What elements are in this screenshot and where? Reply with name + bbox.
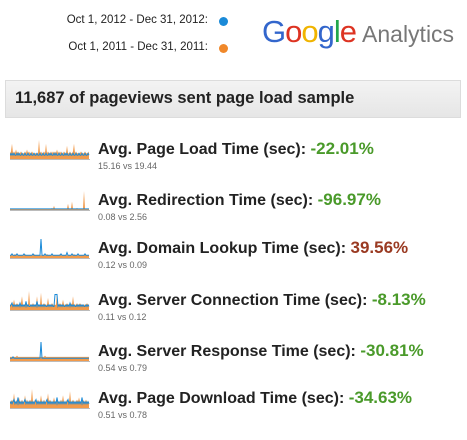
metric-label: Avg. Redirection Time (sec): xyxy=(98,192,314,209)
sparkline-2012-line xyxy=(10,341,89,359)
sparkline xyxy=(10,238,90,259)
sparkline-2012-line xyxy=(10,238,89,256)
metric-change: -8.13% xyxy=(371,290,426,309)
sparkline-2011-area xyxy=(10,389,89,408)
metric-page-download-time: Avg. Page Download Time (sec): -34.63% 0… xyxy=(10,387,465,427)
metric-title: Avg. Redirection Time (sec): -96.97% xyxy=(98,190,381,210)
sparkline xyxy=(10,191,90,211)
sparkline xyxy=(10,389,90,409)
metric-change: -30.81% xyxy=(360,341,424,360)
sample-size-banner: 11,687 of pageviews sent page load sampl… xyxy=(5,80,461,118)
metric-server-connection-time: Avg. Server Connection Time (sec): -8.13… xyxy=(10,289,465,329)
legend-row-2011: Oct 1, 2011 - Dec 31, 2011: xyxy=(0,41,230,57)
sparkline-2012-line xyxy=(10,397,90,406)
logo-letter: g xyxy=(317,14,335,49)
metric-title: Avg. Page Load Time (sec): -22.01% xyxy=(98,139,374,159)
metric-comparison: 0.12 vs 0.09 xyxy=(98,260,148,270)
metric-title: Avg. Page Download Time (sec): -34.63% xyxy=(98,388,412,408)
analytics-wordmark: Analytics xyxy=(362,21,455,47)
logo-letter: o xyxy=(301,14,318,49)
metric-change: -34.63% xyxy=(348,388,413,407)
metric-label: Avg. Server Response Time (sec): xyxy=(98,343,356,360)
metric-server-response-time: Avg. Server Response Time (sec): -30.81%… xyxy=(10,340,465,380)
metric-domain-lookup-time: Avg. Domain Lookup Time (sec): 39.56% 0.… xyxy=(10,237,465,277)
metric-redirection-time: Avg. Redirection Time (sec): -96.97% 0.0… xyxy=(10,189,465,229)
metric-title: Avg. Server Connection Time (sec): -8.13… xyxy=(98,290,426,310)
google-wordmark: Google xyxy=(262,14,357,49)
logo-letter: G xyxy=(262,14,286,49)
legend-row-2012: Oct 1, 2012 - Dec 31, 2012: xyxy=(0,14,230,30)
metric-title: Avg. Domain Lookup Time (sec): 39.56% xyxy=(98,238,408,258)
legend-label-2012: Oct 1, 2012 - Dec 31, 2012: xyxy=(66,14,208,26)
metric-label: Avg. Domain Lookup Time (sec): xyxy=(98,240,347,257)
banner-text: 11,687 of pageviews sent page load sampl… xyxy=(15,89,355,107)
logo-letter: o xyxy=(285,14,302,49)
series-2011-color-dot xyxy=(219,44,228,53)
metric-comparison: 0.51 vs 0.78 xyxy=(98,410,148,420)
sparkline xyxy=(10,341,90,362)
sparkline xyxy=(10,291,90,311)
metric-change: 39.56% xyxy=(350,238,409,257)
logo-letter: l xyxy=(333,14,341,49)
metric-label: Avg. Page Load Time (sec): xyxy=(98,141,307,158)
metric-page-load-time: Avg. Page Load Time (sec): -22.01% 15.16… xyxy=(10,138,465,178)
logo-letter: e xyxy=(339,14,357,49)
sparkline-2011-area xyxy=(10,140,89,159)
sparkline-2011-area xyxy=(10,291,89,310)
metric-change: -22.01% xyxy=(310,139,374,158)
google-analytics-logo: Google Analytics xyxy=(262,14,454,50)
sparkline-2011-area xyxy=(10,191,89,210)
series-2012-color-dot xyxy=(219,17,228,26)
sparkline-2012-line xyxy=(10,294,90,309)
metric-comparison: 0.54 vs 0.79 xyxy=(98,363,148,373)
metric-title: Avg. Server Response Time (sec): -30.81% xyxy=(98,341,424,361)
metric-comparison: 15.16 vs 19.44 xyxy=(98,161,158,171)
metric-change: -96.97% xyxy=(317,190,381,209)
metric-comparison: 0.11 vs 0.12 xyxy=(98,312,147,322)
sparkline-2011-area xyxy=(10,253,89,258)
sparkline-2012-line xyxy=(10,152,90,157)
sparkline xyxy=(10,140,90,160)
legend-label-2011: Oct 1, 2011 - Dec 31, 2011: xyxy=(68,41,208,53)
metric-comparison: 0.08 vs 2.56 xyxy=(98,212,148,222)
metric-label: Avg. Page Download Time (sec): xyxy=(98,390,345,407)
metric-label: Avg. Server Connection Time (sec): xyxy=(98,292,368,309)
